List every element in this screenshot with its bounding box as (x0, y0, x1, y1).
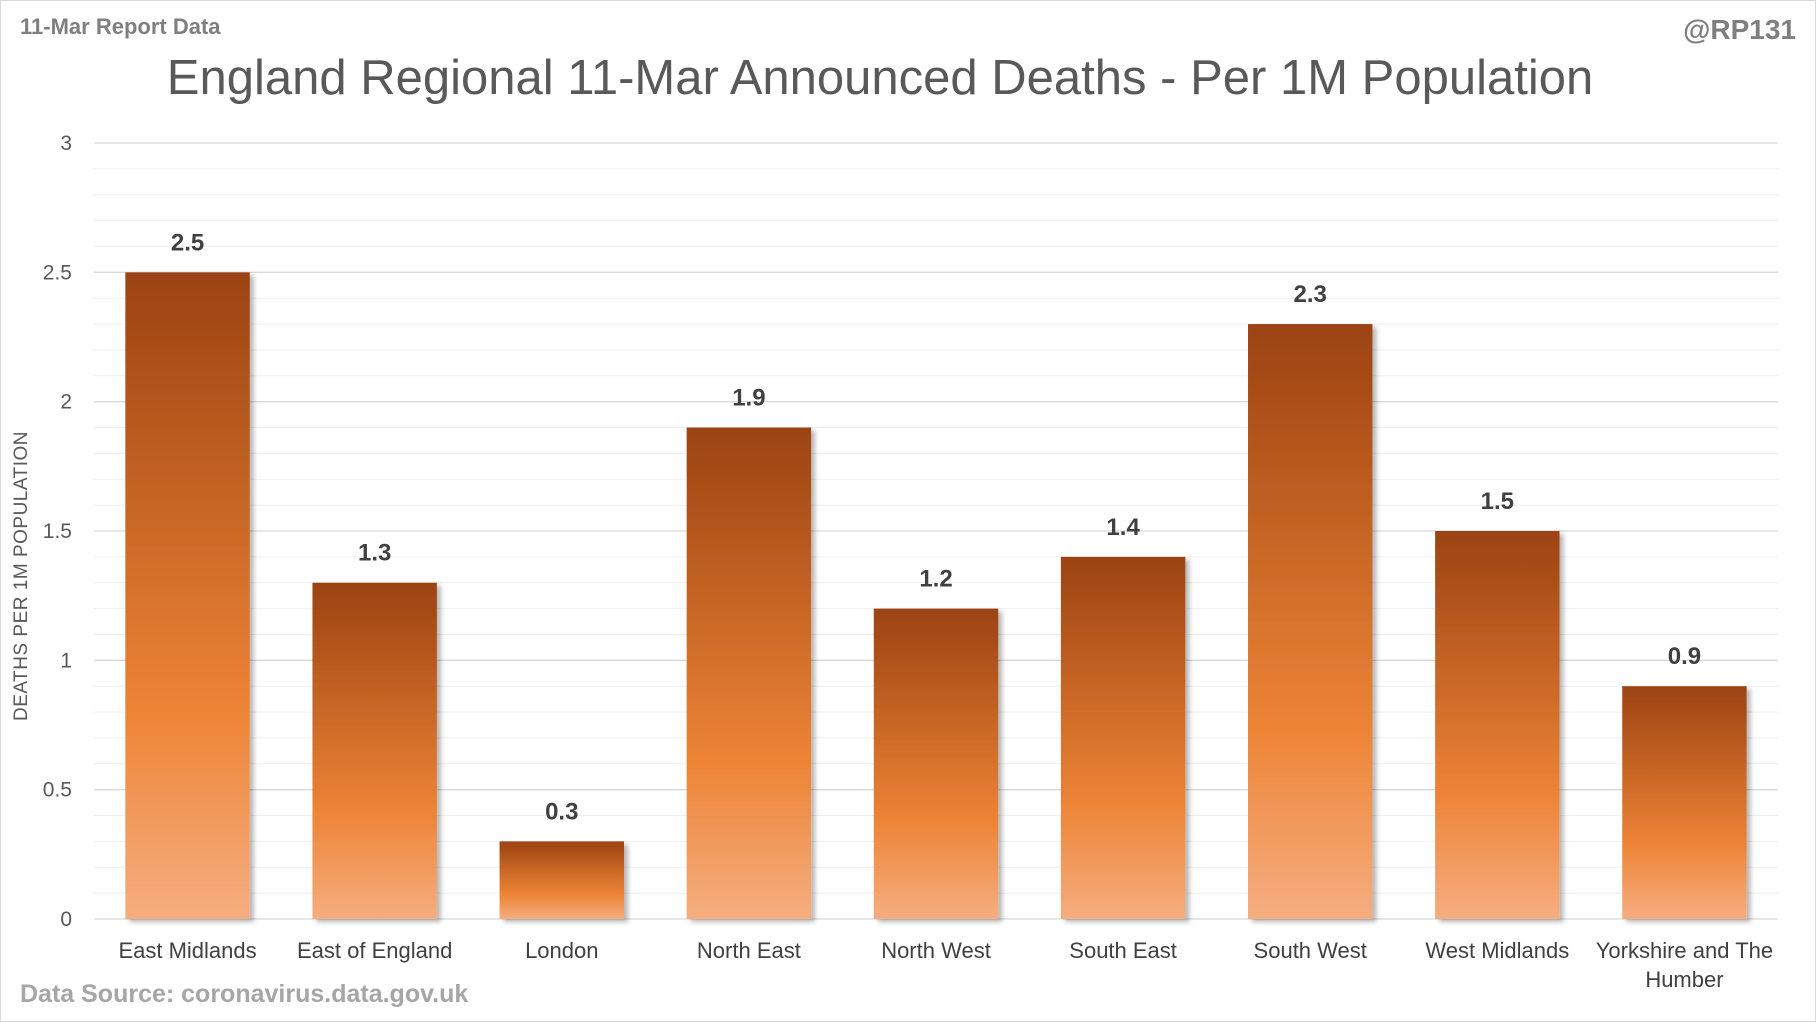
category-label: South West (1254, 938, 1367, 963)
y-tick-label: 0 (60, 908, 72, 931)
bar (1248, 324, 1373, 920)
bar (312, 582, 437, 919)
category-label: North East (697, 938, 801, 963)
bar (499, 841, 624, 919)
data-label: 0.9 (1668, 643, 1701, 670)
y-axis-ticks: 0 0.5 1 1.5 2 2.5 3 (43, 132, 72, 931)
bar (873, 608, 999, 919)
bar (125, 272, 250, 919)
y-tick-label: 0.5 (43, 779, 72, 802)
data-label: 1.3 (358, 540, 391, 567)
category-label: London (525, 938, 598, 963)
category-label: East Midlands (118, 938, 256, 963)
data-label: 2.5 (171, 229, 204, 256)
data-label: 2.3 (1294, 281, 1327, 308)
data-source: Data Source: coronavirus.data.gov.uk (20, 980, 469, 1008)
author-handle: @RP131 (1683, 14, 1796, 45)
y-tick-label: 1 (60, 649, 72, 672)
y-tick-label: 1.5 (43, 520, 72, 543)
bars (125, 272, 1747, 920)
bar (686, 427, 812, 919)
data-label: 1.2 (919, 566, 952, 593)
data-label: 1.9 (732, 385, 765, 412)
value-labels: 2.5 1.3 0.3 1.9 1.2 1.4 2.3 1.5 0.9 (171, 229, 1701, 825)
x-axis-labels: East Midlands East of England London North … (118, 938, 1773, 992)
chart-title: England Regional 11-Mar Announced Deaths… (166, 51, 1594, 105)
category-label: North West (881, 938, 991, 963)
y-tick-label: 3 (60, 132, 72, 155)
data-label: 1.5 (1481, 488, 1514, 515)
y-axis-label: DEATHS PER 1M POPULATION (11, 431, 32, 721)
y-tick-label: 2.5 (43, 261, 72, 284)
category-label: East of England (297, 938, 452, 963)
bar (1435, 531, 1560, 919)
bar (1622, 686, 1747, 919)
report-date-label: 11-Mar Report Data (20, 14, 221, 39)
y-tick-label: 2 (60, 391, 72, 414)
category-label: Yorkshire and The Humber (1596, 938, 1773, 992)
category-label: West Midlands (1425, 938, 1569, 963)
data-label: 1.4 (1106, 514, 1140, 541)
bar (1060, 556, 1186, 919)
category-label: South East (1069, 938, 1177, 963)
data-label: 0.3 (545, 798, 578, 825)
